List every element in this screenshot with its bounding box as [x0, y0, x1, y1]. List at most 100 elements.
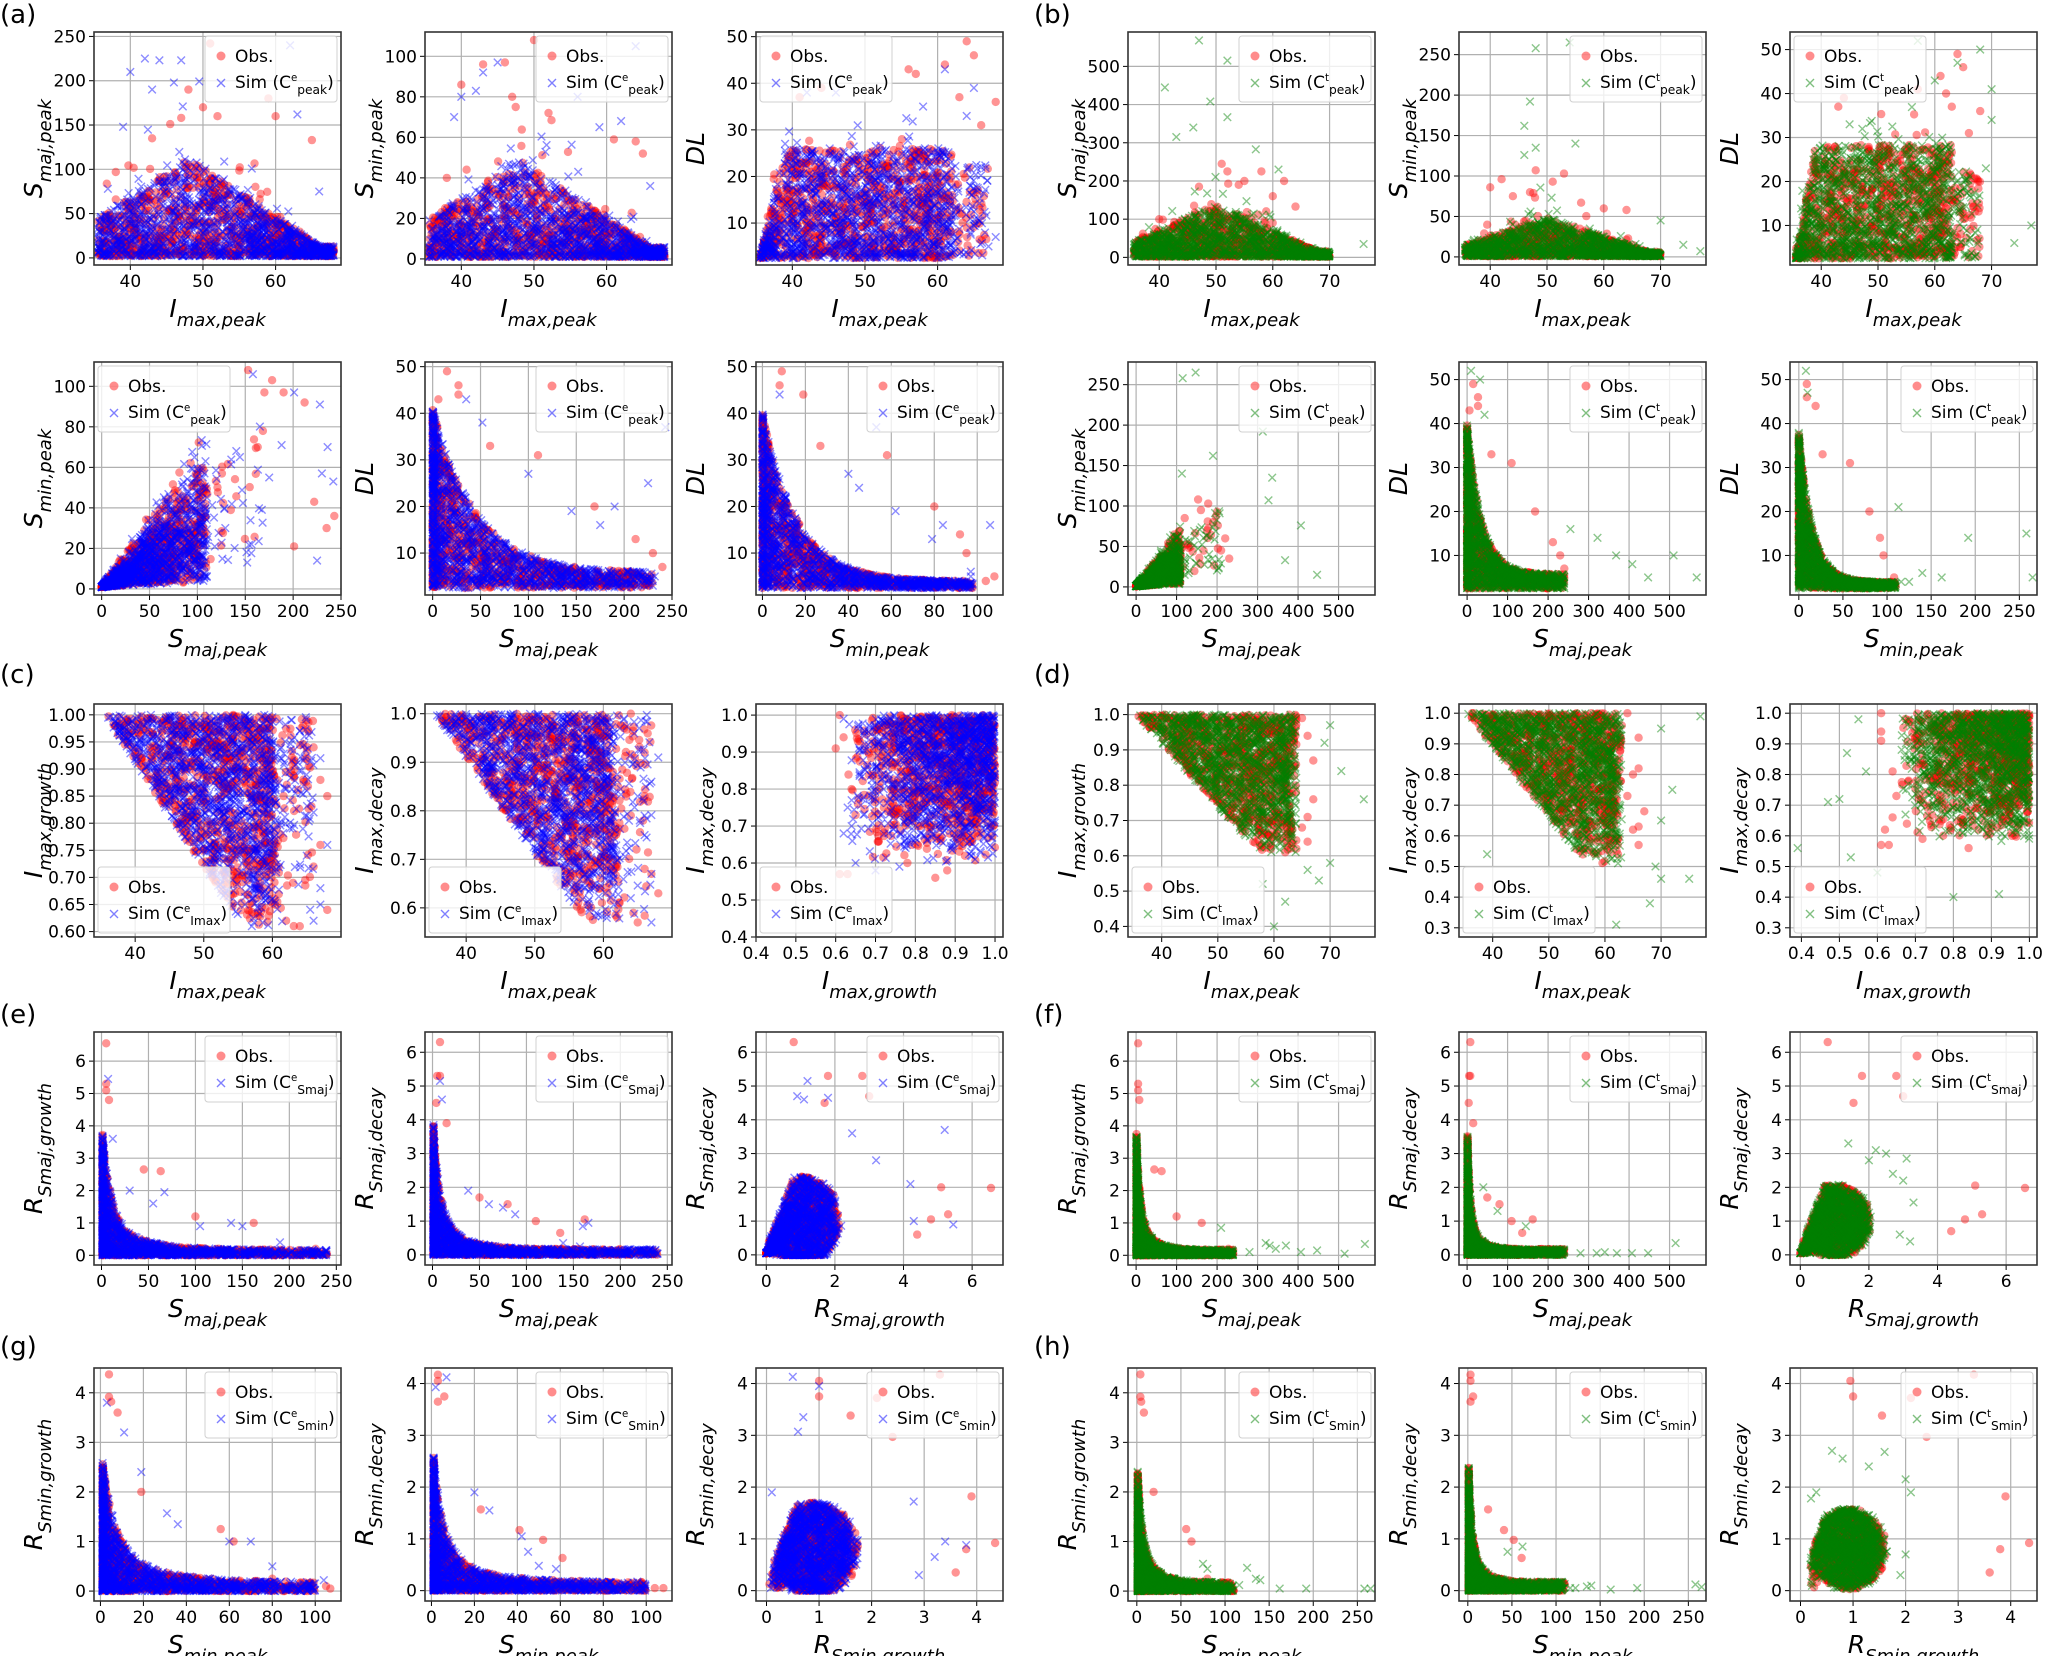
- obs-outlier-point: [184, 85, 192, 93]
- panel-label-d: (d): [1034, 660, 1071, 690]
- x-tick-label: 40: [451, 272, 473, 292]
- sim-outlier-point: [148, 86, 156, 94]
- sim-outlier-point: [315, 188, 323, 196]
- x-axis-label: Imax,peak: [169, 294, 267, 331]
- obs-outlier-point: [508, 93, 516, 101]
- obs-point: [263, 188, 271, 196]
- obs-point: [166, 120, 174, 128]
- panel-label-e: (e): [0, 1000, 36, 1030]
- obs-outlier-point: [213, 112, 221, 120]
- sim-point: [574, 168, 582, 176]
- y-tick-label: 20: [726, 167, 748, 187]
- sim-point: [565, 173, 573, 181]
- x-tick-label: 40: [120, 272, 142, 292]
- legend-obs-marker: [548, 52, 557, 61]
- sim-outlier-point: [450, 113, 458, 121]
- x-axis-label: Imax,peak: [500, 294, 598, 331]
- sim-point: [543, 141, 551, 149]
- sim-point: [135, 175, 143, 183]
- obs-outlier-point: [639, 149, 647, 157]
- obs-outlier-point: [271, 112, 279, 120]
- obs-outlier-point: [610, 135, 618, 143]
- obs-outlier-point: [457, 81, 465, 89]
- panel-label-g: (g): [0, 1332, 37, 1362]
- sim-outlier-point: [170, 79, 178, 87]
- y-tick-label: 40: [395, 169, 417, 189]
- panel-label-b: (b): [1034, 0, 1071, 30]
- y-tick-label: 0: [406, 250, 417, 270]
- y-tick-label: 60: [395, 128, 417, 148]
- sim-outlier-point: [119, 123, 127, 131]
- obs-point: [235, 166, 243, 174]
- panel-label-f: (f): [1034, 1000, 1063, 1030]
- obs-point: [512, 103, 520, 111]
- obs-outlier-point: [479, 60, 487, 68]
- x-tick-label: 60: [265, 272, 287, 292]
- obs-point: [517, 142, 525, 150]
- sim-outlier-point: [141, 55, 149, 63]
- obs-point: [462, 166, 470, 174]
- sim-point: [163, 162, 171, 170]
- y-tick-label: 30: [726, 121, 748, 141]
- y-tick-label: 20: [395, 209, 417, 229]
- x-tick-label: 60: [927, 272, 949, 292]
- obs-outlier-point: [443, 174, 451, 182]
- obs-outlier-point: [177, 114, 185, 122]
- sim-outlier-point: [617, 117, 625, 125]
- legend: Obs.Sim (Cepeak): [536, 36, 668, 102]
- sim-point: [465, 176, 473, 184]
- y-tick-label: 10: [726, 214, 748, 234]
- y-tick-label: 200: [54, 72, 86, 92]
- y-axis-label: Smin,peak: [350, 97, 387, 198]
- sim-outlier-point: [156, 57, 164, 65]
- obs-point: [564, 148, 572, 156]
- panel-label-a: (a): [0, 0, 36, 30]
- obs-point: [146, 165, 154, 173]
- obs-outlier-point: [199, 103, 207, 111]
- y-tick-label: 50: [64, 205, 86, 225]
- obs-point: [518, 125, 526, 133]
- sim-point: [220, 158, 228, 166]
- x-tick-label: 50: [523, 272, 545, 292]
- sim-point: [195, 78, 203, 86]
- sim-point: [273, 205, 281, 213]
- sim-point: [144, 126, 152, 134]
- sim-outlier-point: [294, 111, 302, 119]
- x-tick-label: 40: [782, 272, 804, 292]
- obs-outlier-point: [544, 109, 552, 117]
- obs-outlier-point: [112, 168, 120, 176]
- y-tick-label: 250: [54, 27, 86, 47]
- y-tick-label: 100: [54, 160, 86, 180]
- obs-outlier-point: [632, 137, 640, 145]
- sim-outlier-point: [596, 123, 604, 131]
- y-tick-label: 50: [726, 28, 748, 48]
- obs-point: [124, 161, 132, 169]
- sim-outlier-point: [472, 87, 480, 95]
- obs-point: [547, 116, 555, 124]
- x-tick-label: 60: [596, 272, 618, 292]
- x-tick-label: 50: [192, 272, 214, 292]
- y-tick-label: 80: [395, 88, 417, 108]
- panel-label-h: (h): [1034, 1332, 1071, 1362]
- sim-point: [507, 145, 515, 153]
- obs-point: [251, 183, 259, 191]
- sim-point: [179, 103, 187, 111]
- sim-outlier-point: [646, 182, 654, 190]
- y-axis-label: Smaj,peak: [19, 97, 56, 198]
- x-tick-label: 50: [854, 272, 876, 292]
- sim-outlier-point: [479, 69, 487, 77]
- y-tick-label: 40: [726, 74, 748, 94]
- obs-outlier-point: [308, 136, 316, 144]
- legend-obs-label: Obs.: [235, 47, 273, 67]
- sim-point: [176, 148, 184, 156]
- sim-point: [538, 133, 546, 141]
- obs-point: [494, 157, 502, 165]
- panel-label-c: (c): [0, 660, 35, 690]
- obs-outlier-point: [148, 134, 156, 142]
- legend-obs-label: Obs.: [566, 47, 604, 67]
- sim-point: [568, 141, 576, 149]
- y-tick-label: 150: [54, 116, 86, 136]
